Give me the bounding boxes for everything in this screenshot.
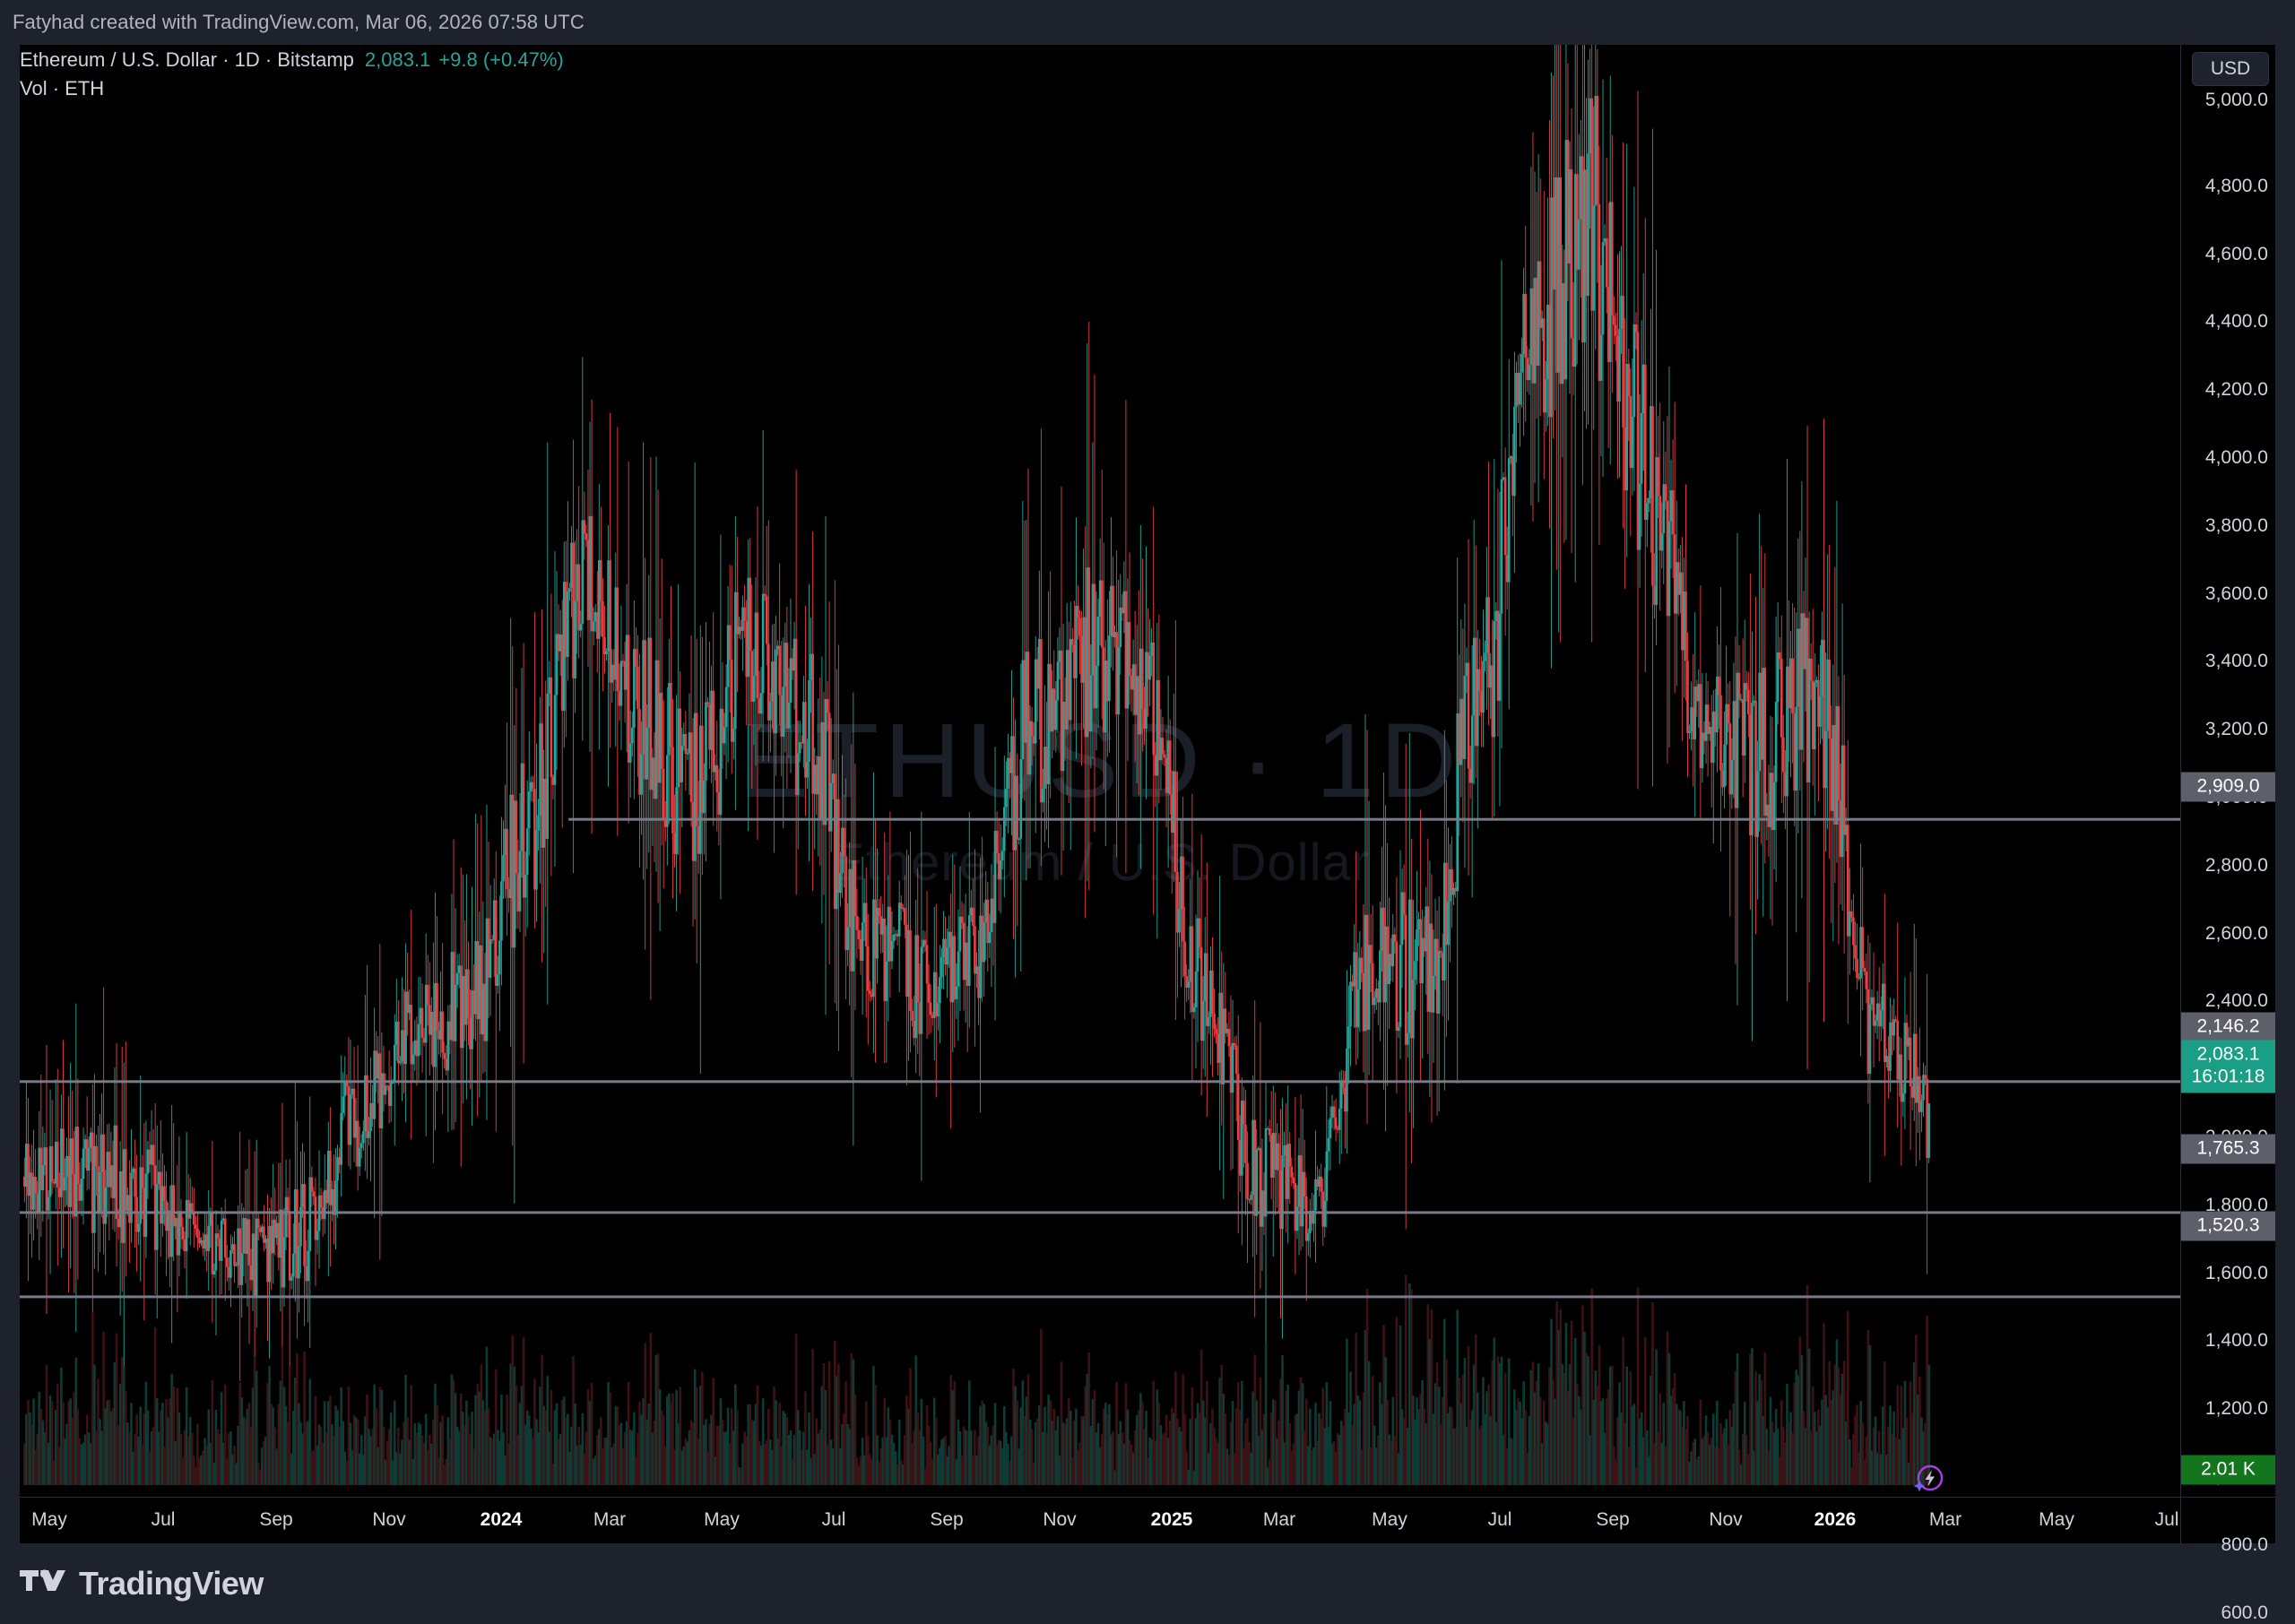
price-axis-badge[interactable]: 1,520.3 [2181,1211,2275,1241]
time-axis-tick: May [2039,1509,2074,1530]
price-axis-badge[interactable]: 2,909.0 [2181,772,2275,802]
time-axis-tick: May [1372,1509,1407,1530]
tradingview-wordmark: TradingView [79,1564,264,1602]
price-axis-tick: 4,400.0 [2204,311,2268,332]
price-axis-badge[interactable]: 2.01 K [2181,1455,2275,1485]
time-axis-tick: May [704,1509,740,1530]
time-axis-tick: Sep [259,1509,293,1530]
time-axis-tick: Mar [1262,1509,1296,1530]
time-axis-tick: Jul [2154,1509,2179,1530]
price-axis-badge[interactable]: 1,765.3 [2181,1134,2275,1164]
price-axis-tick: 3,200.0 [2204,719,2268,739]
time-axis-tick: Jul [151,1509,176,1530]
price-pane[interactable]: ETHUSD · 1D Ethereum / U.S. Dollar [20,45,2180,1497]
attribution-bar: Fatyhad created with TradingView.com, Ma… [0,0,2295,45]
price-axis-tick: 600.0 [2221,1602,2268,1623]
time-axis-tick: Nov [1709,1509,1743,1530]
price-axis-badge[interactable]: 2,146.2 [2181,1012,2275,1042]
price-axis-tick: 2,400.0 [2204,990,2268,1011]
tradingview-logo[interactable]: TradingView [20,1565,264,1602]
price-axis-tick: 3,400.0 [2204,651,2268,671]
time-axis-tick: 2026 [1814,1509,1857,1530]
time-axis-tick: Sep [1596,1509,1630,1530]
tradingview-mark-icon [20,1568,65,1591]
price-axis-tick: 1,400.0 [2204,1330,2268,1351]
footer-bar: TradingView [0,1543,2295,1623]
time-axis-tick: Nov [372,1509,406,1530]
candle-series [23,45,1930,1404]
time-axis[interactable]: May Jul Sep Nov 2024 Mar May Jul Sep Nov 2025 Mar Ma… [20,1497,2275,1544]
lightning-bolt-icon[interactable] [1910,1463,1945,1499]
candlestick-plot[interactable] [20,45,2180,1497]
time-axis-separator [2180,1498,2181,1544]
price-axis-tick: 2,800.0 [2204,855,2268,876]
time-axis-tick: Jul [821,1509,846,1530]
price-axis-tick: 4,200.0 [2204,379,2268,400]
price-axis-tick: 1,800.0 [2204,1195,2268,1215]
currency-button[interactable]: USD [2192,52,2269,86]
price-axis-badge[interactable]: 2,083.1 16:01:18 [2181,1040,2275,1093]
time-axis-tick: Nov [1043,1509,1077,1530]
attribution-text: Fatyhad created with TradingView.com, Ma… [13,11,585,33]
time-axis-tick: Sep [930,1509,964,1530]
price-axis[interactable]: 5,000.0 4,800.0 4,600.0 4,400.0 4,200.0 4,000… [2180,45,2275,1623]
price-axis-tick: 2,600.0 [2204,923,2268,944]
time-axis-tick: 2024 [480,1509,523,1530]
price-axis-tick: 1,600.0 [2204,1263,2268,1283]
volume-series [23,1274,1930,1485]
price-axis-tick: 1,200.0 [2204,1398,2268,1419]
chart-frame[interactable]: ETHUSD · 1D Ethereum / U.S. Dollar 5,000… [20,45,2275,1623]
time-axis-tick: Jul [1487,1509,1512,1530]
price-axis-tick: 5,000.0 [2204,90,2268,110]
price-axis-tick: 3,800.0 [2204,515,2268,536]
price-axis-tick: 4,000.0 [2204,447,2268,468]
price-axis-tick: 800.0 [2221,1534,2268,1555]
price-axis-tick: 3,600.0 [2204,583,2268,604]
time-axis-tick: 2025 [1150,1509,1193,1530]
time-axis-tick: May [31,1509,67,1530]
time-axis-tick: Mar [593,1509,627,1530]
price-axis-tick: 4,600.0 [2204,244,2268,264]
time-axis-tick: Mar [1928,1509,1962,1530]
countdown-timer: 16:01:18 [2191,1066,2265,1087]
horizontal-level-lines[interactable] [20,817,2180,1299]
price-axis-tick: 4,800.0 [2204,176,2268,196]
